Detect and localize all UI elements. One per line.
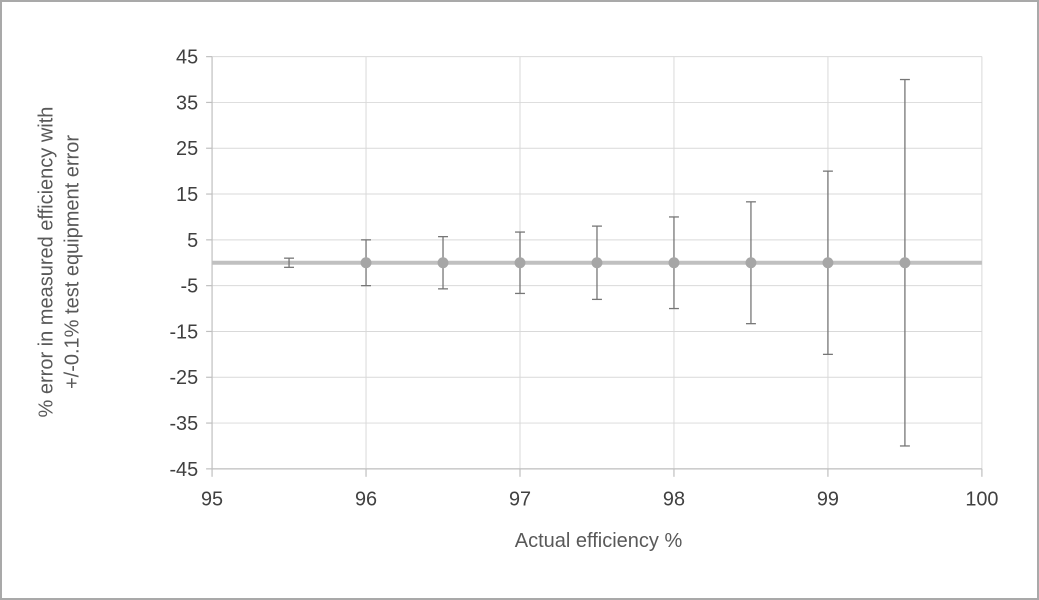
data-point (899, 257, 911, 269)
data-point (591, 257, 603, 269)
x-tick-label: 97 (509, 489, 531, 511)
y-tick-label: 35 (176, 92, 198, 114)
x-tick-label: 96 (355, 489, 377, 511)
data-point (822, 257, 834, 269)
y-tick-label: 25 (176, 138, 198, 160)
x-tick-label: 99 (817, 489, 839, 511)
data-point (437, 257, 449, 269)
data-point (514, 257, 526, 269)
data-point (745, 257, 757, 269)
y-axis-title-line1: % error in measured efficiency with (35, 106, 58, 418)
y-tick-label: -35 (169, 413, 198, 435)
y-tick-label: 15 (176, 184, 198, 206)
data-point (360, 257, 372, 269)
y-axis-title-line2: +/-0.1% test equipment error (62, 135, 84, 390)
y-tick-label: 45 (176, 47, 198, 69)
x-axis-title: Actual efficiency % (514, 530, 683, 552)
data-point (668, 257, 680, 269)
x-tick-label: 100 (965, 489, 998, 511)
x-tick-label: 95 (201, 489, 223, 511)
y-tick-label: -15 (169, 321, 198, 343)
y-axis-title: % error in measured efficiency with +/-0… (34, 107, 87, 418)
y-tick-label: -25 (169, 367, 198, 389)
y-tick-label: 5 (187, 230, 198, 252)
x-tick-label: 98 (663, 489, 685, 511)
y-tick-label: -45 (169, 459, 198, 481)
y-tick-label: -5 (180, 276, 198, 298)
